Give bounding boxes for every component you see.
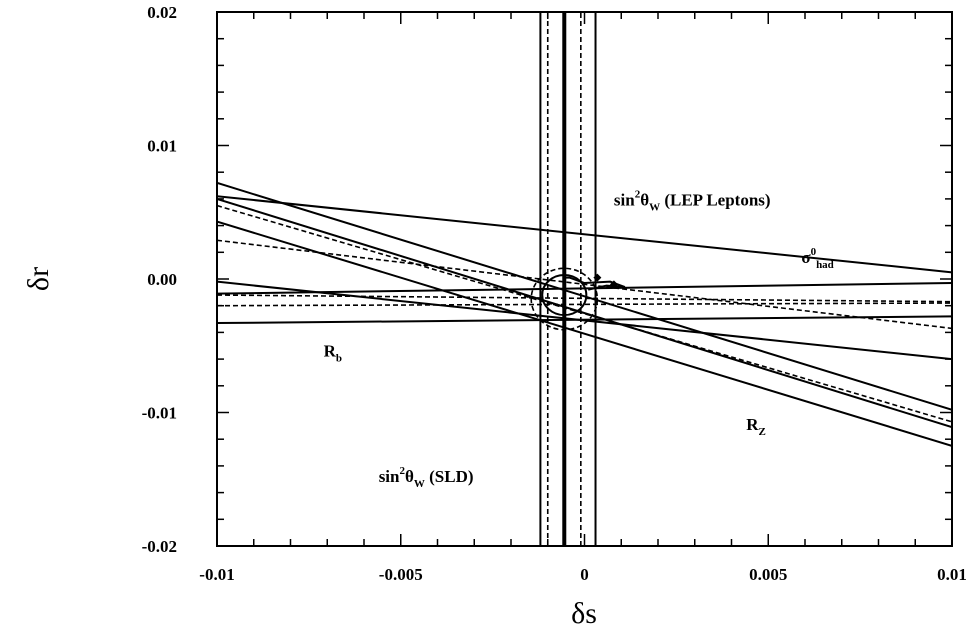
plot-marks — [217, 12, 952, 546]
series-line — [217, 197, 952, 429]
y-tick-label: -0.01 — [142, 404, 177, 423]
annotation-sld: sin2θW (SLD) — [379, 465, 474, 490]
y-tick-label: 0.02 — [147, 3, 177, 22]
y-axis-label: δr — [22, 267, 55, 291]
series-line — [587, 284, 625, 291]
y-tick-label: 0.00 — [147, 270, 177, 289]
series-line — [217, 220, 952, 447]
x-tick-label: 0 — [580, 565, 589, 584]
annotation-sigma: σ0had — [801, 246, 834, 271]
annotation-rz: RZ — [746, 415, 766, 438]
annotation-rb: Rb — [324, 341, 342, 364]
series-line — [217, 315, 952, 325]
x-tick-label: 0.005 — [749, 565, 787, 584]
x-tick-label: 0.01 — [937, 565, 967, 584]
series-line — [217, 294, 952, 303]
data-point — [593, 273, 602, 282]
series-line — [217, 239, 952, 330]
data-point — [609, 280, 618, 289]
fit-ellipse — [541, 273, 588, 317]
x-axis-label: δs — [571, 597, 597, 630]
x-tick-label: -0.005 — [379, 565, 423, 584]
y-tick-label: -0.02 — [142, 537, 177, 556]
series-line — [217, 181, 952, 411]
series-line — [217, 302, 952, 307]
tick-labels: -0.01 -0.005 0 0.005 0.01 -0.02 -0.01 0.00 0.01 0… — [142, 3, 967, 584]
series-line — [217, 195, 952, 274]
axis-ticks — [216, 11, 953, 547]
y-tick-label: 0.01 — [147, 137, 177, 156]
fit-ellipse — [530, 267, 599, 331]
plot-frame — [216, 11, 953, 547]
annotation-lep: sin2θW (LEP Leptons) — [614, 189, 771, 214]
annotations: sin2θW (LEP Leptons) sin2θW (SLD) σ0had Rb R… — [324, 189, 834, 490]
x-tick-label: -0.01 — [199, 565, 234, 584]
